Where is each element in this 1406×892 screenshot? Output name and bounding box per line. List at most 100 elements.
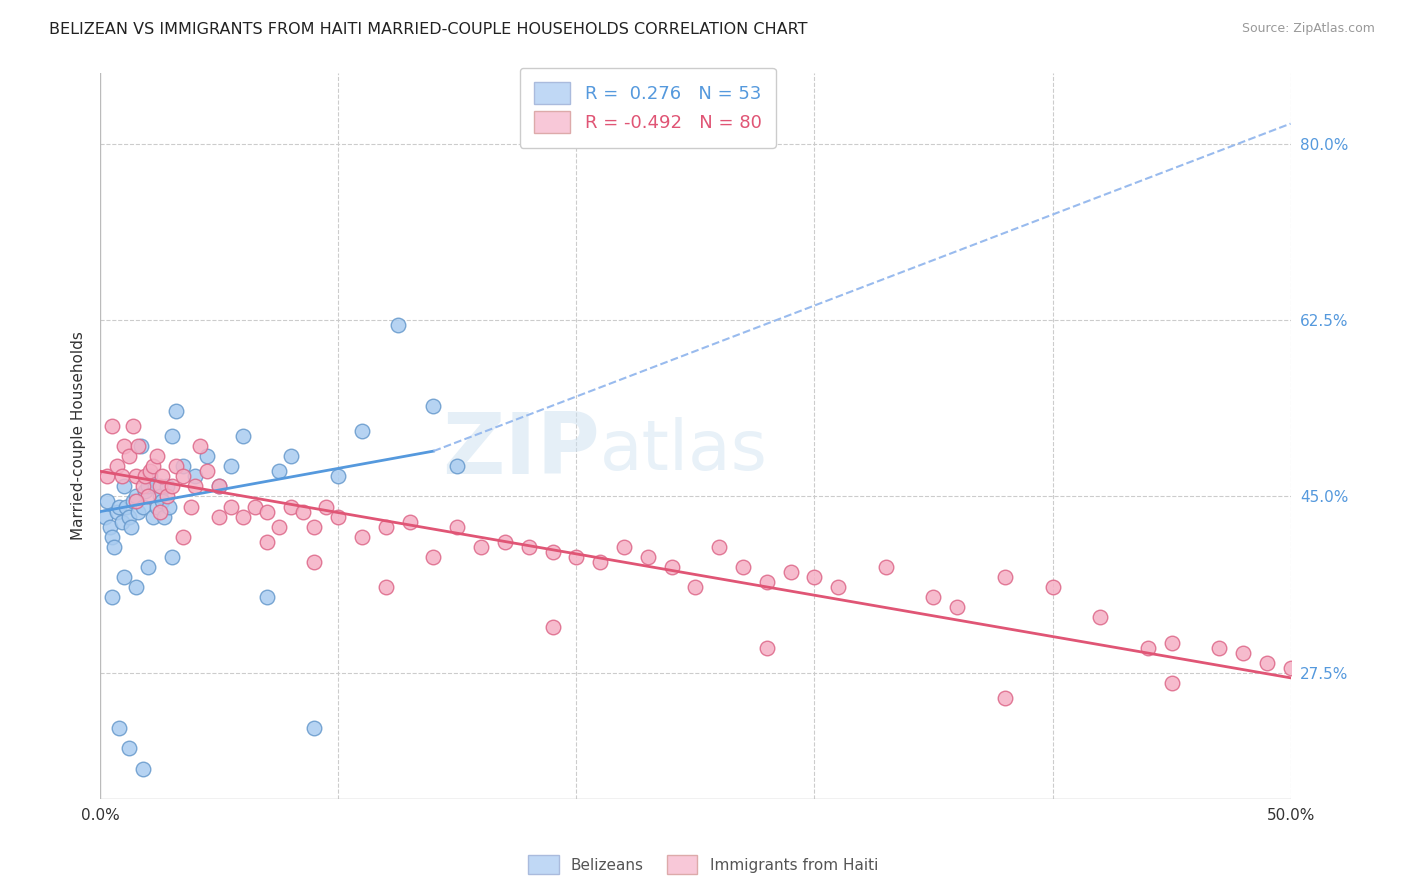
Point	[267, 464, 290, 478]
Point	[156, 490, 179, 504]
Point	[304, 519, 326, 533]
Point	[153, 509, 176, 524]
Point	[243, 500, 266, 514]
Point	[589, 555, 612, 569]
Y-axis label: Married-couple Households: Married-couple Households	[72, 332, 86, 541]
Point	[150, 469, 173, 483]
Point	[1232, 646, 1254, 660]
Point	[118, 449, 141, 463]
Point	[105, 505, 128, 519]
Point	[136, 560, 159, 574]
Point	[120, 519, 142, 533]
Point	[132, 479, 155, 493]
Point	[156, 479, 179, 493]
Point	[1088, 610, 1111, 624]
Point	[172, 469, 194, 483]
Legend: R =  0.276   N = 53, R = -0.492   N = 80: R = 0.276 N = 53, R = -0.492 N = 80	[520, 68, 776, 148]
Point	[446, 519, 468, 533]
Text: BELIZEAN VS IMMIGRANTS FROM HAITI MARRIED-COUPLE HOUSEHOLDS CORRELATION CHART: BELIZEAN VS IMMIGRANTS FROM HAITI MARRIE…	[49, 22, 807, 37]
Point	[103, 540, 125, 554]
Point	[1256, 656, 1278, 670]
Point	[613, 540, 636, 554]
Point	[165, 404, 187, 418]
Point	[108, 500, 131, 514]
Point	[143, 479, 166, 493]
Point	[541, 620, 564, 634]
Legend: Belizeans, Immigrants from Haiti: Belizeans, Immigrants from Haiti	[522, 849, 884, 880]
Point	[139, 469, 162, 483]
Point	[219, 459, 242, 474]
Point	[731, 560, 754, 574]
Point	[110, 469, 132, 483]
Point	[208, 509, 231, 524]
Point	[149, 490, 172, 504]
Point	[422, 399, 444, 413]
Point	[304, 555, 326, 569]
Point	[180, 500, 202, 514]
Point	[565, 549, 588, 564]
Point	[122, 494, 145, 508]
Point	[98, 519, 121, 533]
Point	[374, 519, 396, 533]
Point	[1160, 635, 1182, 649]
Text: Source: ZipAtlas.com: Source: ZipAtlas.com	[1241, 22, 1375, 36]
Point	[108, 721, 131, 735]
Point	[208, 479, 231, 493]
Point	[328, 509, 350, 524]
Point	[165, 459, 187, 474]
Point	[387, 318, 409, 333]
Point	[149, 479, 172, 493]
Point	[160, 549, 183, 564]
Point	[267, 519, 290, 533]
Point	[172, 530, 194, 544]
Point	[315, 500, 337, 514]
Point	[134, 469, 156, 483]
Point	[125, 490, 148, 504]
Point	[280, 500, 302, 514]
Point	[149, 505, 172, 519]
Point	[101, 418, 124, 433]
Point	[232, 509, 254, 524]
Point	[127, 505, 149, 519]
Point	[146, 500, 169, 514]
Point	[184, 469, 207, 483]
Point	[132, 762, 155, 776]
Point	[188, 439, 211, 453]
Point	[779, 565, 801, 579]
Point	[160, 479, 183, 493]
Point	[136, 490, 159, 504]
Point	[112, 479, 135, 493]
Point	[398, 515, 420, 529]
Point	[157, 500, 180, 514]
Text: ZIP: ZIP	[443, 409, 600, 492]
Point	[637, 549, 659, 564]
Point	[118, 741, 141, 756]
Point	[946, 600, 969, 615]
Point	[94, 509, 117, 524]
Point	[922, 591, 945, 605]
Point	[541, 545, 564, 559]
Point	[827, 580, 849, 594]
Point	[160, 429, 183, 443]
Point	[141, 459, 163, 474]
Point	[875, 560, 897, 574]
Point	[291, 505, 314, 519]
Point	[125, 494, 148, 508]
Point	[136, 479, 159, 493]
Point	[125, 469, 148, 483]
Point	[446, 459, 468, 474]
Point	[132, 500, 155, 514]
Point	[256, 505, 278, 519]
Point	[685, 580, 707, 594]
Point	[105, 459, 128, 474]
Point	[994, 690, 1017, 705]
Point	[112, 439, 135, 453]
Point	[101, 591, 124, 605]
Point	[127, 439, 149, 453]
Point	[208, 479, 231, 493]
Point	[139, 464, 162, 478]
Point	[470, 540, 492, 554]
Point	[517, 540, 540, 554]
Point	[350, 530, 373, 544]
Point	[115, 500, 138, 514]
